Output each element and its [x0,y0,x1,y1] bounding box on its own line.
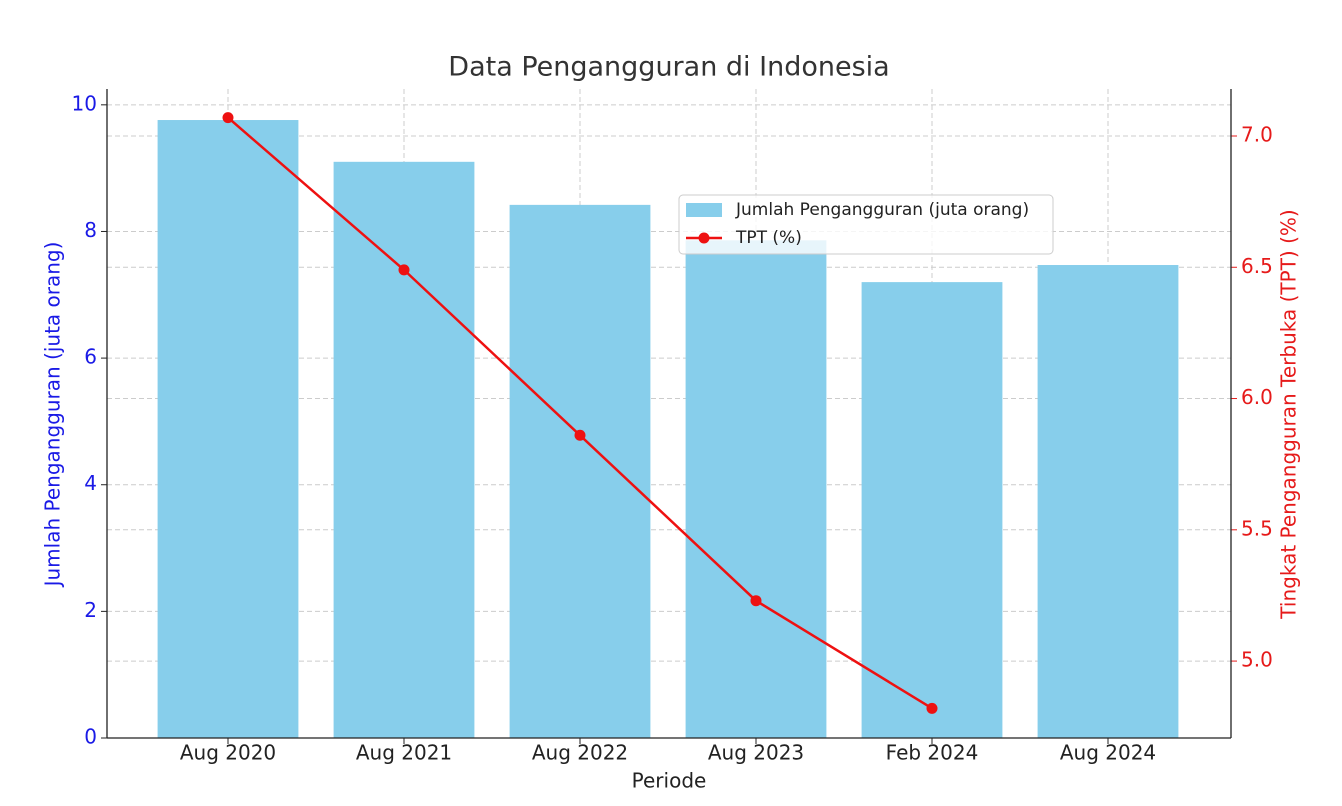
bar [1037,265,1179,738]
y-tick-label: 10 [72,91,97,115]
marker [926,702,938,714]
x-tick-label: Aug 2021 [356,741,452,765]
legend-label: TPT (%) [735,228,802,248]
y2-tick-label: 5.5 [1241,516,1273,540]
marker [398,264,410,276]
y-tick-label: 8 [84,218,97,242]
legend: Jumlah Pengangguran (juta orang) TPT (%) [678,194,1054,255]
x-tick-label: Aug 2023 [708,741,804,765]
x-tick-label: Feb 2024 [886,741,979,765]
x-tick-label: Aug 2024 [1060,741,1156,765]
bar [509,204,651,738]
y-tick-label: 2 [84,598,97,622]
y2-tick-label: 5.0 [1241,648,1273,672]
bar [861,282,1003,738]
y-axis-label: Jumlah Pengangguran (juta orang) [41,242,65,589]
y-tick-label: 6 [84,345,97,369]
bar [333,161,475,738]
y2-tick-label: 6.5 [1241,254,1273,278]
y2-tick-label: 6.0 [1241,385,1273,409]
x-tick-label: Aug 2020 [180,741,276,765]
bar [157,120,299,738]
marker [750,595,762,607]
y2-axis-label: Tingkat Pengangguran Terbuka (TPT) (%) [1277,209,1301,619]
legend-swatch [686,203,722,217]
legend-label: Jumlah Pengangguran (juta orang) [735,200,1029,220]
legend-box [678,194,1054,255]
marker [222,112,234,124]
x-tick-label: Aug 2022 [532,741,628,765]
y-tick-label: 0 [84,725,97,749]
x-axis-label: Periode [632,769,707,793]
bar [685,240,827,738]
legend-swatch [698,232,710,244]
marker [574,429,586,441]
y2-tick-label: 7.0 [1241,122,1273,146]
y-tick-label: 4 [84,471,97,495]
chart-title: Data Pengangguran di Indonesia [448,52,889,83]
